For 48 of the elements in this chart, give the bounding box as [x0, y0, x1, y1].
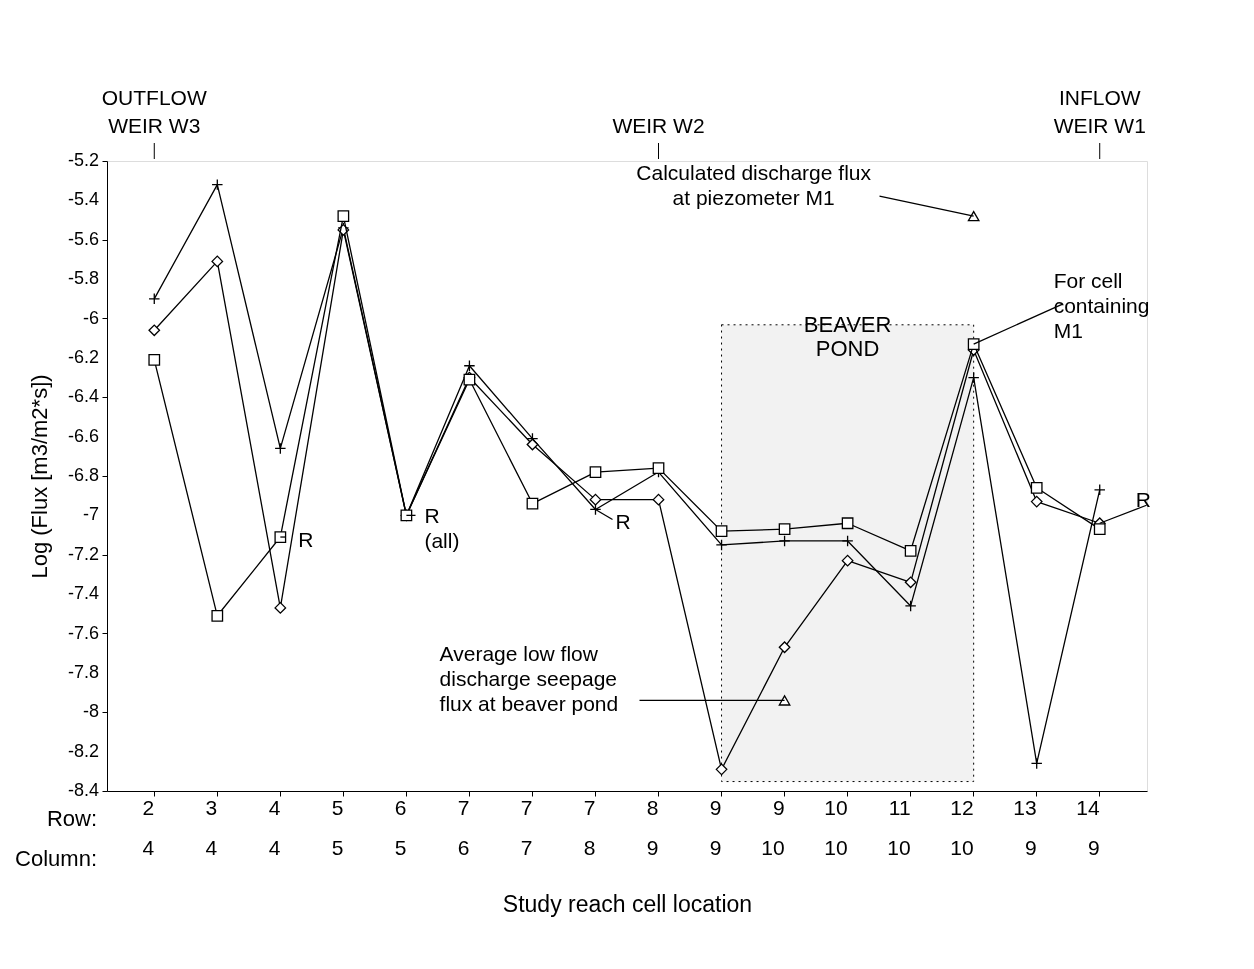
text: Row: [46, 806, 97, 831]
y-tick-label: -5.4 [67, 189, 99, 210]
x-tick-label: 4 4 [268, 795, 281, 859]
x-tick-label: 12 10 [950, 795, 974, 859]
y-tick-label: -5.8 [67, 268, 99, 289]
y-tick-label: -8.4 [67, 780, 99, 800]
annotation: R (all) [424, 504, 460, 553]
y-tick-label: -7 [82, 504, 99, 525]
text: Column: [15, 846, 97, 871]
x-tick-label: 11 10 [887, 795, 911, 859]
y-tick-label: -6.6 [67, 425, 99, 446]
y-tick-label: -7.8 [67, 661, 99, 682]
text: INFLOW WEIR W1 [1053, 86, 1146, 137]
x-tick-label: 13 9 [1013, 795, 1037, 859]
annotation: Calculated discharge flux at piezometer M1 [636, 161, 872, 210]
x-tick-label: 10 10 [824, 795, 848, 859]
x-tick-label: 14 9 [1076, 795, 1101, 859]
x-tick-label: 7 6 [457, 795, 470, 859]
y-tick-label: -6.8 [67, 465, 99, 485]
y-axis-title: Log (Flux [m3/m2*s]) [27, 374, 52, 579]
x-tick-label: 7 7 [520, 795, 533, 859]
annotation: R [615, 510, 631, 534]
annotation: Average low flow discharge seepage flux at beaver pond [439, 642, 619, 716]
y-tick-label: -6.4 [67, 386, 99, 407]
x-tick-label: 9 10 [761, 795, 785, 859]
x-tick-label: 6 5 [394, 795, 407, 859]
y-tick-label: -5.6 [67, 228, 99, 249]
y-tick-label: -7.2 [67, 543, 99, 564]
annotation: For cell containing M1 [1053, 269, 1150, 343]
x-tick-label: 3 4 [205, 795, 218, 859]
y-tick-label: -8.2 [67, 740, 99, 761]
y-tick-label: -6.2 [67, 346, 99, 367]
x-tick-label: 5 5 [331, 795, 344, 859]
x-tick-label: 8 9 [646, 795, 659, 859]
y-tick-label: -5.2 [67, 150, 99, 170]
x-axis-title: Study reach cell location [502, 890, 753, 917]
y-tick-label: -8 [82, 701, 99, 722]
y-tick-label: -7.6 [67, 622, 99, 643]
x-tick-label: 9 9 [709, 795, 722, 859]
annotation: R [1135, 488, 1151, 512]
x-tick-label: 2 4 [142, 795, 155, 859]
band-label: BEAVER POND [803, 311, 892, 361]
x-tick-label: 7 8 [583, 795, 596, 859]
text: WEIR W2 [612, 114, 705, 137]
y-tick-label: -7.4 [67, 583, 99, 604]
annotation: R [298, 528, 314, 552]
y-tick-label: -6 [82, 307, 99, 328]
text: OUTFLOW WEIR W3 [101, 86, 207, 137]
